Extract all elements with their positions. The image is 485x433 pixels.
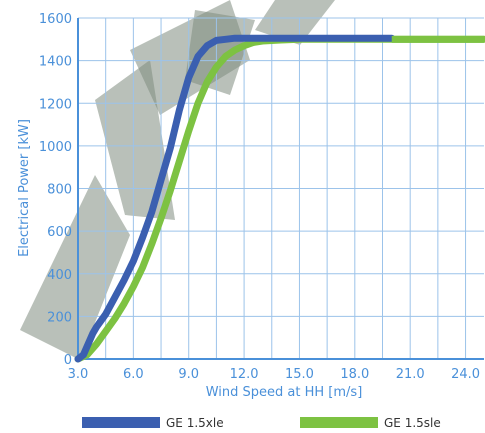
x-tick-label: 24.0 bbox=[451, 367, 480, 382]
x-tick-label: 15.0 bbox=[285, 367, 314, 382]
y-tick-label: 0 bbox=[64, 353, 72, 368]
y-tick-label: 1000 bbox=[39, 140, 72, 155]
x-tick-label: 3.0 bbox=[68, 367, 89, 382]
y-tick-label: 200 bbox=[47, 310, 72, 325]
legend: GE 1.5xle GE 1.5sle bbox=[82, 416, 441, 430]
legend-swatch-ge-1-5xle bbox=[82, 417, 160, 428]
x-tick-label: 6.0 bbox=[123, 367, 144, 382]
legend-swatch-ge-1-5sle bbox=[300, 417, 378, 428]
x-tick-label: 9.0 bbox=[178, 367, 199, 382]
series-lines bbox=[74, 34, 485, 363]
y-tick-label: 1600 bbox=[39, 12, 72, 27]
x-tick-label: 18.0 bbox=[340, 367, 369, 382]
y-tick-label: 600 bbox=[47, 225, 72, 240]
x-tick-label: 12.0 bbox=[230, 367, 259, 382]
x-tick-label: 21.0 bbox=[396, 367, 425, 382]
y-tick-label: 400 bbox=[47, 268, 72, 283]
y-axis-title: Electrical Power [kW] bbox=[17, 119, 32, 257]
x-axis-title: Wind Speed at HH [m/s] bbox=[206, 385, 363, 400]
legend-label-ge-1-5sle: GE 1.5sle bbox=[384, 416, 441, 430]
axes: 0 200 400 600 800 1000 1200 1400 1600 3.0 6.0 9.0 12… bbox=[39, 12, 484, 382]
legend-label-ge-1-5xle: GE 1.5xle bbox=[166, 416, 224, 430]
y-tick-label: 1400 bbox=[39, 55, 72, 70]
series-line-ge-1-5xle bbox=[74, 34, 396, 363]
watermark bbox=[20, 0, 335, 360]
y-tick-label: 1200 bbox=[39, 97, 72, 112]
y-tick-label: 800 bbox=[47, 183, 72, 198]
